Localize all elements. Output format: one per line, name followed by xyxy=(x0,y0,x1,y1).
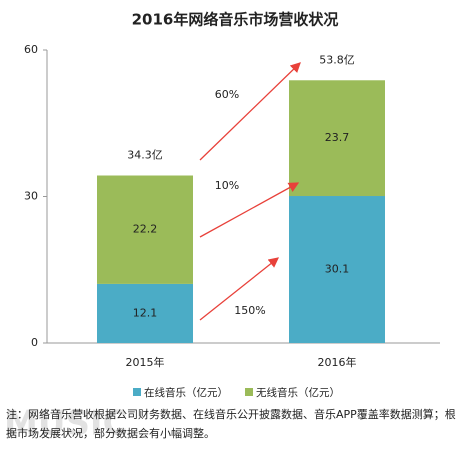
legend-swatch xyxy=(133,388,141,396)
growth-arrow xyxy=(199,257,280,321)
y-tick-label: 60 xyxy=(24,43,38,56)
growth-arrow xyxy=(199,182,300,238)
chart-title: 2016年网络音乐市场营收状况 xyxy=(132,11,339,29)
data-label: 30.1 xyxy=(325,263,350,276)
growth-label: 150% xyxy=(234,304,265,317)
legend-label: 无线音乐（亿元） xyxy=(256,386,340,399)
y-tick-label: 30 xyxy=(24,190,38,203)
total-label: 34.3亿 xyxy=(127,149,163,162)
growth-label: 60% xyxy=(215,88,239,101)
x-tick-label: 2016年 xyxy=(318,355,357,369)
total-label: 53.8亿 xyxy=(319,53,355,66)
x-tick-label: 2015年 xyxy=(126,355,165,369)
data-label: 22.2 xyxy=(133,223,158,236)
bar-segment xyxy=(289,196,385,343)
growth-label: 10% xyxy=(215,179,239,192)
bar-segment xyxy=(289,80,385,197)
growth-arrow xyxy=(199,62,301,161)
bar-segment xyxy=(97,175,193,284)
watermark: MUSIC xyxy=(4,404,128,444)
data-label: 23.7 xyxy=(325,131,350,144)
footnote: 注：网络音乐营收根据公司财务数据、在线音乐公开披露数据、音乐APP覆盖率数据测算… xyxy=(6,408,456,440)
legend-swatch xyxy=(245,388,253,396)
legend-label: 在线音乐（亿元） xyxy=(144,386,228,399)
data-label: 12.1 xyxy=(133,306,158,319)
y-tick-label: 0 xyxy=(31,336,38,349)
bar-segment xyxy=(97,283,193,343)
